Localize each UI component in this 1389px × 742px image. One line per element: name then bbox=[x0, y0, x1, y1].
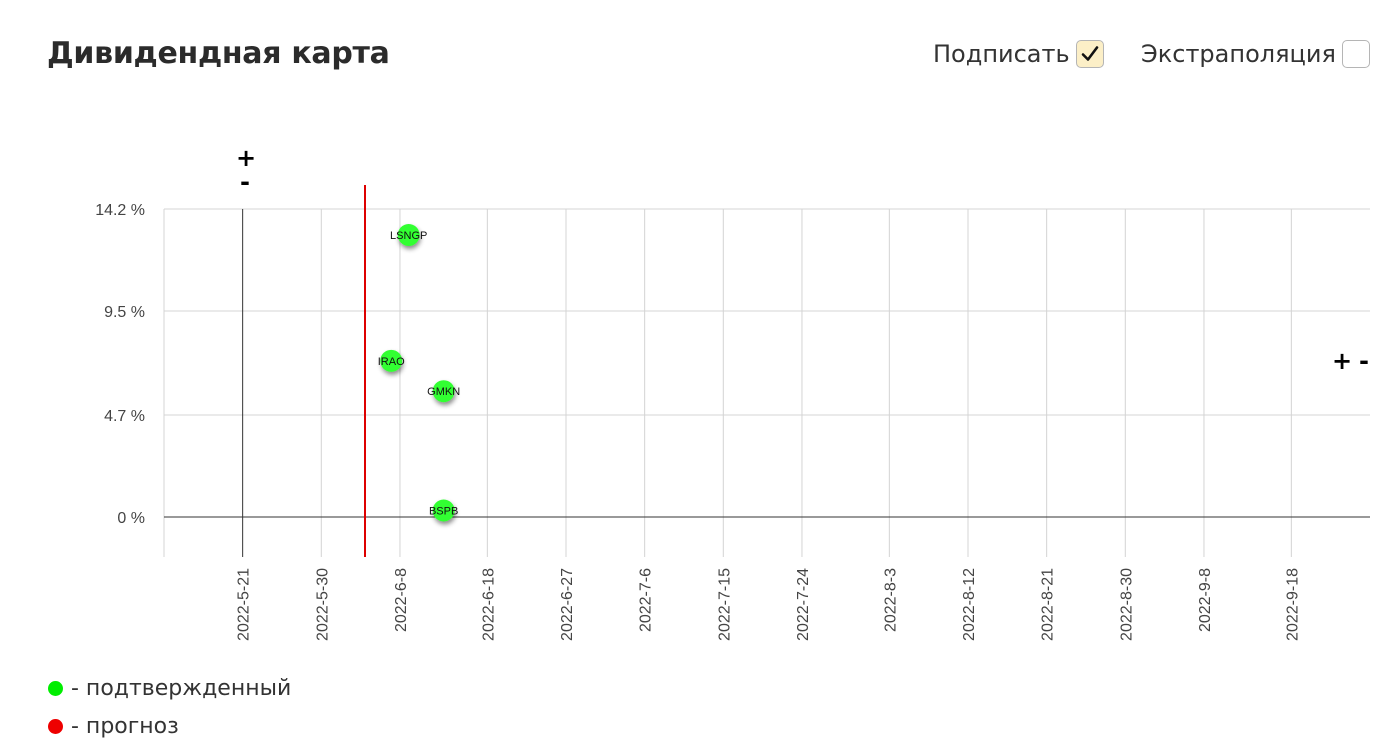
data-point bbox=[397, 224, 420, 247]
data-point bbox=[432, 380, 455, 403]
sign-option[interactable]: Подписать bbox=[933, 40, 1104, 68]
legend-dot-confirmed bbox=[48, 681, 63, 696]
x-tick-label: 2022-6-18 bbox=[480, 568, 497, 641]
data-point-label: GMKN bbox=[427, 386, 460, 398]
data-point-label: LSNGP bbox=[390, 230, 427, 242]
y-tick-label: 4.7 % bbox=[104, 408, 145, 425]
legend-label-forecast: - прогноз bbox=[71, 714, 179, 739]
extrapolation-checkbox[interactable] bbox=[1341, 40, 1370, 68]
page-title: Дивидендная карта bbox=[47, 36, 390, 71]
x-tick-label: 2022-6-8 bbox=[393, 568, 410, 632]
extrapolation-option[interactable]: Экстраполяция bbox=[1141, 40, 1370, 68]
x-tick-label: 2022-8-3 bbox=[882, 568, 899, 632]
checkmark-icon bbox=[1081, 46, 1098, 61]
x-tick-label: 2022-8-12 bbox=[961, 568, 978, 641]
x-tick-label: 2022-9-18 bbox=[1284, 568, 1301, 641]
y-tick-label: 0 % bbox=[117, 510, 145, 527]
y-zoom-in-button[interactable]: + bbox=[236, 144, 256, 172]
x-tick-label: 2022-5-21 bbox=[236, 568, 253, 641]
data-point bbox=[432, 499, 455, 522]
data-point bbox=[380, 349, 403, 372]
y-tick-label: 14.2 % bbox=[95, 202, 145, 219]
data-point-label: BSPB bbox=[429, 505, 458, 517]
y-zoom-out-button[interactable]: - bbox=[240, 168, 250, 196]
x-tick-label: 2022-7-6 bbox=[638, 568, 655, 632]
dividend-chart: 0 % 4.7 % 9.5 % 14.2 % 2022-5-21 2022-5-30 202… bbox=[95, 144, 1370, 641]
legend-item-confirmed: - подтвержденный bbox=[48, 676, 291, 701]
data-point-label: IRAO bbox=[378, 356, 405, 368]
legend-label-confirmed: - подтвержденный bbox=[71, 676, 292, 701]
x-zoom-in-button[interactable]: + bbox=[1332, 347, 1352, 375]
x-tick-label: 2022-5-30 bbox=[314, 568, 331, 641]
x-tick-label: 2022-8-30 bbox=[1118, 568, 1135, 641]
sign-checkbox[interactable] bbox=[1075, 40, 1104, 68]
legend-item-forecast: - прогноз bbox=[48, 714, 179, 739]
x-tick-label: 2022-9-8 bbox=[1197, 568, 1214, 632]
x-tick-label: 2022-7-24 bbox=[795, 568, 812, 641]
sign-label: Подписать bbox=[933, 40, 1070, 68]
x-zoom-out-button[interactable]: - bbox=[1359, 347, 1369, 375]
x-tick-label: 2022-8-21 bbox=[1040, 568, 1057, 641]
y-tick-label: 9.5 % bbox=[104, 304, 145, 321]
legend-dot-forecast bbox=[48, 719, 63, 734]
extrapolation-label: Экстраполяция bbox=[1141, 40, 1336, 68]
x-tick-label: 2022-7-15 bbox=[716, 568, 733, 641]
x-tick-label: 2022-6-27 bbox=[559, 568, 576, 641]
